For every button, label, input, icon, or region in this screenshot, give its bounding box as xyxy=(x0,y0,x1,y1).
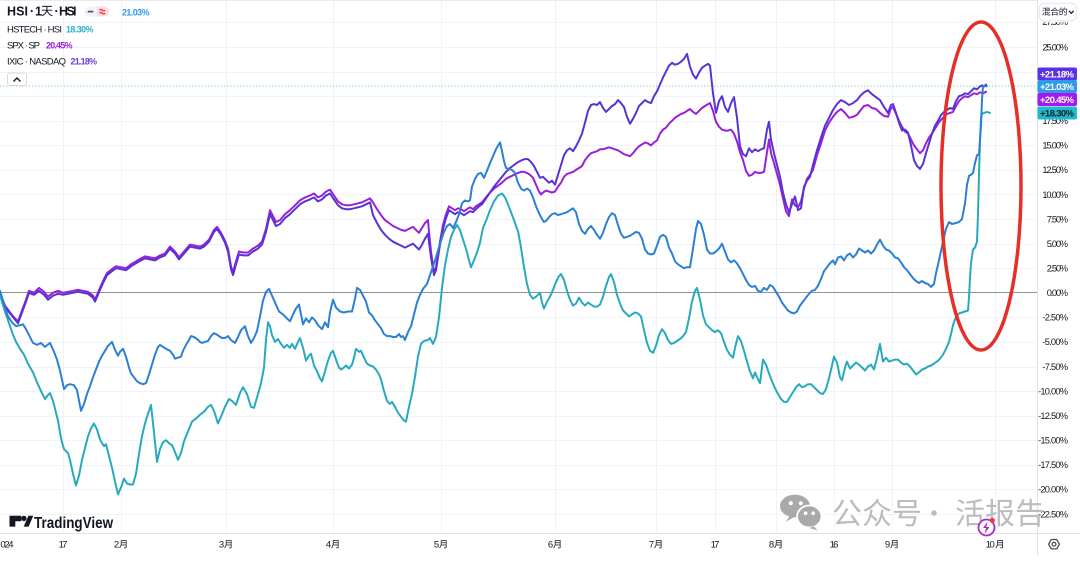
svg-text:IXIC · NASDAQ: IXIC · NASDAQ xyxy=(7,57,66,68)
svg-text:6: 6 xyxy=(548,540,553,551)
svg-text:-22.50%: -22.50% xyxy=(1038,509,1068,519)
svg-text:15.00%: 15.00% xyxy=(1042,141,1068,151)
svg-text:·: · xyxy=(55,4,59,18)
svg-text:+21.18%: +21.18% xyxy=(1040,69,1075,80)
svg-text:20.45%: 20.45% xyxy=(46,40,73,50)
svg-text:7: 7 xyxy=(649,540,654,551)
svg-text:·: · xyxy=(30,4,34,18)
svg-text:7.50%: 7.50% xyxy=(1047,214,1068,224)
svg-text:18.30%: 18.30% xyxy=(66,25,94,35)
svg-text:25.00%: 25.00% xyxy=(1042,42,1068,52)
svg-text:-15.00%: -15.00% xyxy=(1038,436,1068,446)
svg-text:0.00%: 0.00% xyxy=(1047,288,1068,298)
svg-text:4: 4 xyxy=(326,540,331,551)
svg-text:12.50%: 12.50% xyxy=(1042,165,1068,175)
svg-text:-7.50%: -7.50% xyxy=(1042,362,1068,372)
svg-text:10: 10 xyxy=(986,540,995,551)
svg-text:HSI: HSI xyxy=(59,4,77,18)
svg-text:5.00%: 5.00% xyxy=(1047,239,1068,249)
svg-text:21.18%: 21.18% xyxy=(71,57,98,67)
svg-text:2.50%: 2.50% xyxy=(1047,264,1068,274)
svg-text:+21.03%: +21.03% xyxy=(1040,82,1075,93)
svg-text:9: 9 xyxy=(885,540,890,551)
svg-text:-5.00%: -5.00% xyxy=(1042,337,1068,347)
svg-text:8: 8 xyxy=(769,540,774,551)
svg-text:+20.45%: +20.45% xyxy=(1040,95,1075,106)
svg-text:1: 1 xyxy=(35,4,42,18)
svg-text:HSTECH · HSI: HSTECH · HSI xyxy=(7,25,62,36)
svg-text:3: 3 xyxy=(219,540,224,551)
svg-text:16: 16 xyxy=(830,540,839,551)
svg-text:024: 024 xyxy=(0,540,13,551)
svg-text:21.03%: 21.03% xyxy=(122,7,150,17)
svg-text:2: 2 xyxy=(114,540,119,551)
svg-text:-10.00%: -10.00% xyxy=(1038,386,1068,396)
svg-text:SPX · SP: SPX · SP xyxy=(7,40,40,51)
svg-text:10.00%: 10.00% xyxy=(1042,190,1068,200)
svg-text:+18.30%: +18.30% xyxy=(1040,108,1075,119)
svg-text:-17.50%: -17.50% xyxy=(1038,460,1068,470)
svg-text:5: 5 xyxy=(434,540,439,551)
svg-text:HSI: HSI xyxy=(7,4,28,18)
svg-text:17: 17 xyxy=(711,540,720,551)
svg-text:TradingView: TradingView xyxy=(34,515,114,532)
svg-text:17.50%: 17.50% xyxy=(1042,116,1068,126)
svg-text:-20.00%: -20.00% xyxy=(1038,485,1068,495)
svg-text:-12.50%: -12.50% xyxy=(1038,411,1068,421)
svg-text:-2.50%: -2.50% xyxy=(1042,313,1068,323)
svg-text:17: 17 xyxy=(59,540,68,551)
